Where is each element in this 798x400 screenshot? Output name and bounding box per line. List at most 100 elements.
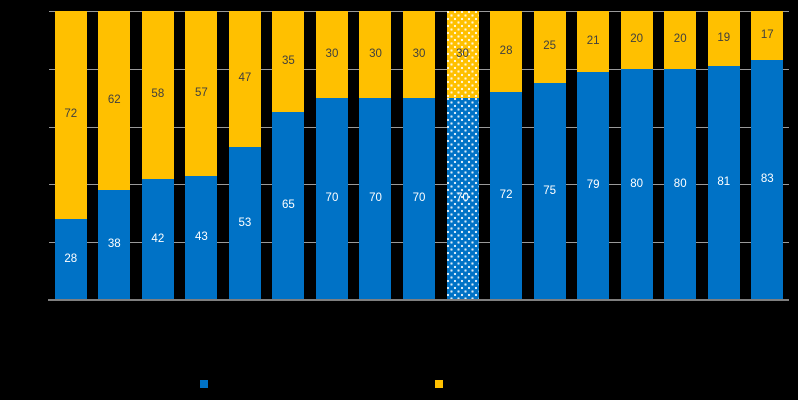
stacked-bar: 30 70 — [403, 11, 436, 300]
bar-value-label: 70 — [369, 192, 382, 205]
bar-segment-gold: 47 — [228, 11, 261, 147]
bar-segment-gold: 20 — [620, 11, 653, 69]
bar-column: 19 81 — [702, 11, 746, 300]
bar-column: 57 43 — [180, 11, 224, 300]
bar-value-label: 17 — [760, 28, 774, 41]
stacked-bar: 21 79 — [577, 11, 610, 300]
bar-segment-gold: 58 — [141, 11, 174, 179]
legend-swatch-blue — [200, 380, 208, 388]
bar-column: 62 38 — [93, 11, 137, 300]
bar-value-label: 79 — [586, 179, 600, 192]
bar-segment-blue: 75 — [533, 83, 566, 300]
bar-segment-blue: 81 — [707, 65, 740, 300]
bar-value-label: 35 — [282, 54, 295, 67]
bar-segment-gold: 17 — [751, 11, 784, 61]
bar-segment-gold: 20 — [664, 11, 697, 69]
stacked-bar: 35 65 — [272, 11, 305, 300]
stacked-bar: 72 28 — [54, 11, 87, 300]
bar-value-label: 70 — [456, 192, 469, 205]
stacked-bar: 57 43 — [185, 11, 218, 300]
bar-segment-gold: 72 — [54, 11, 87, 220]
bar-segment-gold: 25 — [533, 11, 566, 84]
bar-segment-gold: 62 — [98, 11, 131, 191]
bar-value-label: 75 — [543, 184, 556, 197]
stacked-bar: 25 75 — [533, 11, 566, 300]
bar-value-label: 30 — [325, 47, 339, 60]
bar-column: 17 83 — [746, 11, 790, 300]
bar-value-label: 28 — [64, 252, 78, 265]
stacked-bar: 30 70 — [359, 11, 392, 300]
bar-segment-blue: 80 — [620, 68, 653, 300]
bar-column: 25 75 — [528, 11, 572, 300]
stacked-bar: 19 81 — [707, 11, 740, 300]
stacked-bar: 17 83 — [751, 11, 784, 300]
bar-segment-gold: 30 — [315, 11, 348, 98]
stacked-bar: 28 72 — [490, 11, 523, 300]
stacked-bar: 20 80 — [664, 11, 697, 300]
bar-segment-blue: 38 — [98, 190, 131, 300]
bar-value-label: 30 — [456, 47, 469, 60]
bar-column: 58 42 — [136, 11, 180, 300]
bar-value-label: 30 — [369, 47, 382, 60]
bar-value-label: 83 — [760, 173, 774, 186]
bar-value-label: 70 — [412, 192, 426, 205]
legend-swatch-gold — [435, 380, 443, 388]
stacked-bar-dotted: 30 70 — [446, 11, 479, 300]
bar-value-label: 62 — [107, 93, 121, 106]
bar-column: 30 70 — [354, 11, 398, 300]
bar-segment-gold: 57 — [185, 11, 218, 176]
bar-value-label: 72 — [499, 189, 513, 202]
bar-value-label: 70 — [325, 192, 339, 205]
bar-segment-blue: 79 — [577, 71, 610, 300]
bar-segment-gold: 19 — [707, 11, 740, 66]
bar-segment-gold: 30 — [359, 11, 392, 98]
bar-segment-gold: 35 — [272, 11, 305, 113]
bar-value-label: 38 — [107, 238, 121, 251]
bar-segment-blue: 70 — [315, 97, 348, 300]
bar-column: 21 79 — [571, 11, 615, 300]
bar-value-label: 65 — [282, 199, 295, 212]
stacked-bar: 30 70 — [315, 11, 348, 300]
bar-segment-blue: 72 — [490, 91, 523, 300]
bar-value-label: 19 — [717, 31, 731, 44]
bar-value-label: 80 — [630, 177, 644, 190]
bar-value-label: 20 — [630, 33, 644, 46]
bar-segment-blue: 70 — [446, 97, 479, 300]
bars: 72 28 62 38 58 42 57 43 47 53 35 65 30 70 30 70 30 70 30 70… — [49, 11, 789, 300]
bar-segment-blue: 43 — [185, 175, 218, 300]
bar-column: 30 70 — [397, 11, 441, 300]
stacked-bar: 20 80 — [620, 11, 653, 300]
bar-segment-blue: 83 — [751, 60, 784, 300]
bar-segment-blue: 70 — [403, 97, 436, 300]
bar-value-label: 53 — [238, 216, 252, 229]
bar-value-label: 30 — [412, 47, 426, 60]
bar-segment-gold: 30 — [403, 11, 436, 98]
bar-segment-blue: 28 — [54, 219, 87, 300]
bar-segment-blue: 42 — [141, 178, 174, 300]
bar-value-label: 20 — [673, 33, 687, 46]
bar-column: 20 80 — [658, 11, 702, 300]
bar-value-label: 57 — [194, 86, 208, 99]
bar-column: 28 72 — [484, 11, 528, 300]
bar-column: 30 70 — [441, 11, 485, 300]
bar-value-label: 21 — [586, 34, 600, 47]
bar-segment-gold: 30 — [446, 11, 479, 98]
bar-column: 47 53 — [223, 11, 267, 300]
bar-segment-blue: 70 — [359, 97, 392, 300]
bar-segment-gold: 28 — [490, 11, 523, 92]
bar-value-label: 81 — [717, 176, 731, 189]
plot-area: 72 28 62 38 58 42 57 43 47 53 35 65 30 70 30 70 30 70 30 70… — [48, 11, 789, 301]
bar-value-label: 42 — [151, 232, 165, 245]
bar-segment-blue: 65 — [272, 112, 305, 300]
bar-column: 30 70 — [310, 11, 354, 300]
bar-column: 20 80 — [615, 11, 659, 300]
stacked-bar: 47 53 — [228, 11, 261, 300]
bar-value-label: 25 — [543, 40, 556, 53]
bar-value-label: 43 — [194, 231, 208, 244]
stacked-bar: 62 38 — [98, 11, 131, 300]
bar-value-label: 58 — [151, 88, 165, 101]
bar-value-label: 72 — [64, 108, 78, 121]
x-axis-line — [48, 299, 789, 301]
bar-value-label: 28 — [499, 44, 513, 57]
